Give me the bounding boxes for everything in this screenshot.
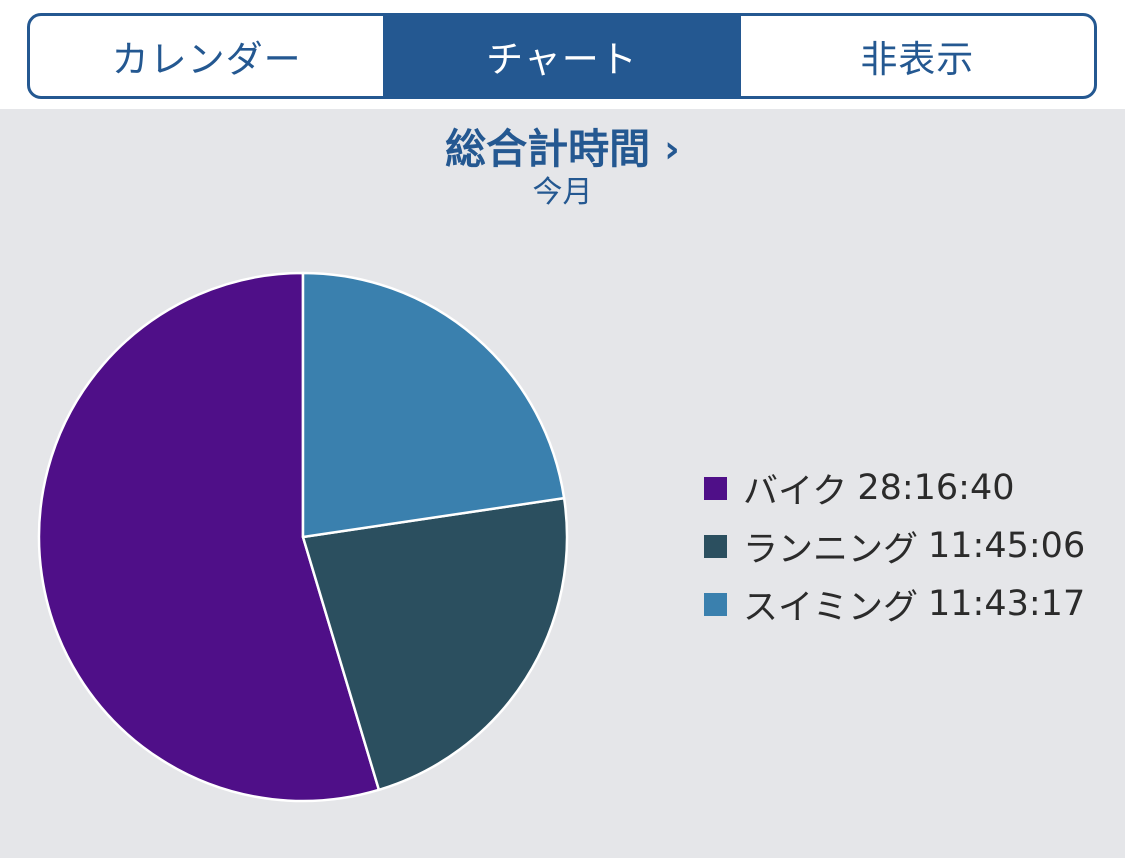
pie-slice-1[interactable]: [301, 496, 569, 792]
legend-swatch: [704, 592, 727, 616]
legend-value: 11:43:17: [928, 584, 1086, 624]
chart-header[interactable]: 総合計時間 › 今月: [0, 123, 1125, 211]
tab-hidden[interactable]: 非表示: [738, 16, 1094, 96]
chevron-right-icon: ›: [664, 127, 680, 171]
chart-legend: バイク 28:16:40 ランニング 11:45:06 スイミング 11:43:17: [704, 459, 1085, 633]
legend-value: 28:16:40: [857, 468, 1015, 508]
tab-chart[interactable]: チャート: [383, 16, 739, 96]
chart-subtitle: 今月: [532, 175, 593, 210]
tab-calendar[interactable]: カレンダー: [111, 38, 302, 81]
legend-label: ランニング: [743, 529, 919, 570]
chart-panel: 総合計時間 › 今月 バイク 28:16:40 ランニング 11:45:06 スイミング…: [0, 109, 1125, 858]
legend-label: スイミング: [743, 587, 919, 628]
pie-slice-0[interactable]: [37, 271, 381, 803]
legend-label: バイク: [743, 471, 848, 512]
view-segmented-control: カレンダー チャート 非表示: [27, 13, 1097, 99]
legend-value: 11:45:06: [928, 526, 1086, 566]
legend-swatch: [704, 534, 727, 558]
legend-item: スイミング 11:43:17: [704, 575, 1085, 633]
pie-chart: [37, 271, 569, 803]
title-row[interactable]: 総合計時間 ›: [445, 123, 680, 175]
legend-item: ランニング 11:45:06: [704, 517, 1085, 575]
chart-title: 総合計時間: [445, 125, 651, 173]
legend-swatch: [704, 476, 727, 500]
pie-slice-2[interactable]: [301, 271, 566, 539]
legend-item: バイク 28:16:40: [704, 459, 1085, 517]
